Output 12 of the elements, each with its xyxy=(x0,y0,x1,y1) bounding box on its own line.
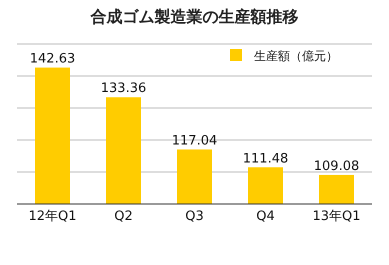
data-label: 117.04 xyxy=(172,133,218,148)
x-tick-label: 13年Q1 xyxy=(312,209,361,224)
x-tick-label: Q3 xyxy=(185,209,204,224)
x-tick-label: Q4 xyxy=(256,209,275,224)
x-tick-label: Q2 xyxy=(114,209,133,224)
data-label: 109.08 xyxy=(314,158,360,174)
legend-label: 生産額（億元） xyxy=(254,49,338,63)
data-label: 111.48 xyxy=(242,151,288,166)
data-label: 133.36 xyxy=(100,81,146,96)
chart-title: 合成ゴム製造業の生産額推移 xyxy=(90,7,298,26)
x-tick-label: 12年Q1 xyxy=(28,209,77,224)
data-label: 142.63 xyxy=(30,52,76,67)
